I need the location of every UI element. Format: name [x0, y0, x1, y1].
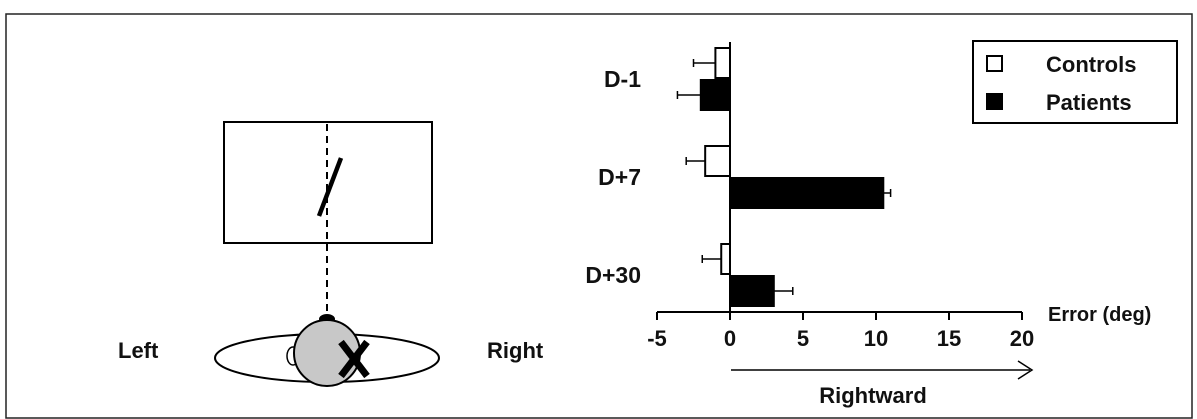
legend: Controls Patients — [972, 40, 1178, 124]
bar-patients-dminus1 — [699, 79, 731, 111]
category-labels: D-1 D+7 D+30 — [585, 66, 641, 288]
rightward-label: Rightward — [819, 383, 927, 408]
bar-patients-dplus7 — [729, 177, 885, 209]
legend-swatch-controls — [986, 55, 1003, 72]
legend-label-controls: Controls — [1046, 52, 1136, 77]
bar-controls-dplus7 — [704, 145, 731, 177]
bar-patients-dplus30 — [729, 275, 775, 307]
x-tick-label: 15 — [937, 326, 961, 351]
bar-chart: -5 0 5 10 15 20 D-1 D+7 D+30 Error (deg) Rightw… — [585, 40, 1178, 408]
bars-layer — [676, 47, 892, 307]
x-tick-label: 5 — [797, 326, 809, 351]
legend-label-patients: Patients — [1046, 90, 1132, 115]
x-tick-label: -5 — [647, 326, 667, 351]
rightward-arrow: Rightward — [731, 360, 1034, 408]
left-label: Left — [118, 338, 159, 363]
legend-box — [972, 40, 1178, 124]
category-label: D+7 — [598, 164, 641, 190]
x-axis-title: Error (deg) — [1048, 304, 1151, 326]
bar-controls-dplus30 — [720, 243, 731, 275]
arrow-head-icon — [1017, 360, 1034, 380]
lesion-cross-icon — [338, 339, 370, 379]
right-label: Right — [487, 338, 544, 363]
category-label: D+30 — [585, 262, 641, 288]
x-tick-label: 0 — [724, 326, 736, 351]
tilted-line-stimulus — [316, 157, 344, 217]
x-tick-label: 10 — [864, 326, 888, 351]
x-tick-label: 20 — [1010, 326, 1034, 351]
x-ticks: -5 0 5 10 15 20 — [647, 312, 1034, 351]
category-label: D-1 — [604, 66, 641, 92]
legend-swatch-patients — [986, 93, 1003, 110]
bar-controls-dminus1 — [714, 47, 732, 79]
schematic-diagram: Left Right — [118, 121, 544, 387]
